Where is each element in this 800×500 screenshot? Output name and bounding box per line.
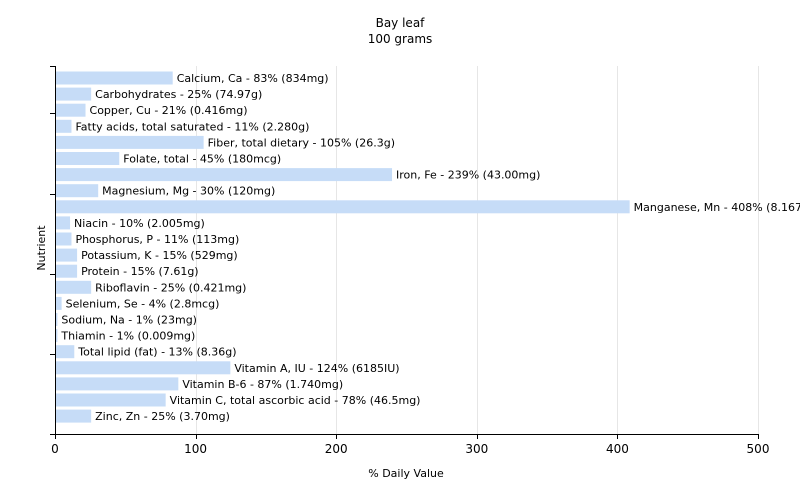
chart-subtitle: 100 grams	[367, 32, 433, 46]
x-tick-label: 100	[184, 442, 207, 456]
bar	[56, 393, 166, 407]
bar-label: Selenium, Se - 4% (2.8mcg)	[66, 297, 220, 310]
bar	[56, 409, 92, 423]
bar-label: Carbohydrates - 25% (74.97g)	[95, 88, 262, 101]
x-tick-label: 300	[465, 442, 488, 456]
bar	[56, 119, 72, 133]
x-tick-label: 500	[747, 442, 770, 456]
bar	[56, 152, 120, 165]
x-tick-label: 200	[325, 442, 348, 456]
bar	[56, 345, 75, 359]
bar	[56, 71, 173, 85]
bar	[56, 87, 92, 101]
bar-label: Copper, Cu - 21% (0.416mg)	[90, 104, 248, 117]
bar	[56, 184, 99, 198]
bar	[56, 200, 630, 214]
bar-label: Fiber, total dietary - 105% (26.3g)	[208, 136, 395, 149]
bar-label: Potassium, K - 15% (529mg)	[81, 249, 238, 262]
bar	[56, 103, 86, 117]
bar-label: Riboflavin - 25% (0.421mg)	[95, 281, 246, 294]
bar	[56, 361, 231, 375]
bars	[56, 71, 630, 423]
bar-label: Folate, total - 45% (180mcg)	[123, 153, 281, 166]
bar-label: Zinc, Zn - 25% (3.70mg)	[95, 410, 230, 423]
bar-labels: Calcium, Ca - 83% (834mg) Carbohydrates -…	[60, 72, 800, 423]
bar	[56, 168, 393, 182]
chart-title-block: Bay leaf 100 grams	[0, 15, 800, 47]
bar-label: Iron, Fe - 239% (43.00mg)	[396, 169, 540, 182]
bar	[56, 296, 62, 310]
bar-label: Phosphorus, P - 11% (113mg)	[75, 233, 239, 246]
axes: 0 100 200 300 400 500	[50, 66, 769, 456]
bar	[56, 280, 92, 294]
bar	[56, 232, 72, 246]
bar	[56, 135, 204, 149]
bar-label: Magnesium, Mg - 30% (120mg)	[102, 185, 275, 198]
x-tick-label: 0	[51, 442, 59, 456]
y-axis-label: Nutrient	[35, 225, 48, 271]
bar-label: Total lipid (fat) - 13% (8.36g)	[77, 346, 236, 359]
chart-title: Bay leaf	[375, 16, 425, 30]
bar-label: Sodium, Na - 1% (23mg)	[61, 314, 197, 327]
bar	[56, 313, 58, 326]
bar-label: Vitamin C, total ascorbic acid - 78% (46…	[170, 394, 421, 407]
bar-label: Vitamin A, IU - 124% (6185IU)	[234, 362, 399, 375]
bar-label: Manganese, Mn - 408% (8.167mg)	[634, 201, 800, 214]
bar-label: Vitamin B-6 - 87% (1.740mg)	[182, 378, 343, 391]
x-tick-label: 400	[606, 442, 629, 456]
bar-label: Thiamin - 1% (0.009mg)	[60, 330, 195, 343]
x-axis-label: % Daily Value	[368, 467, 444, 480]
bar-label: Calcium, Ca - 83% (834mg)	[177, 72, 329, 85]
bar	[56, 216, 71, 230]
bar-label: Fatty acids, total saturated - 11% (2.28…	[75, 120, 309, 133]
bar	[56, 248, 78, 262]
bar-label: Niacin - 10% (2.005mg)	[74, 217, 205, 230]
bar-label: Protein - 15% (7.61g)	[81, 265, 199, 278]
bar	[56, 264, 78, 278]
bar	[56, 377, 179, 391]
bar	[56, 329, 58, 343]
